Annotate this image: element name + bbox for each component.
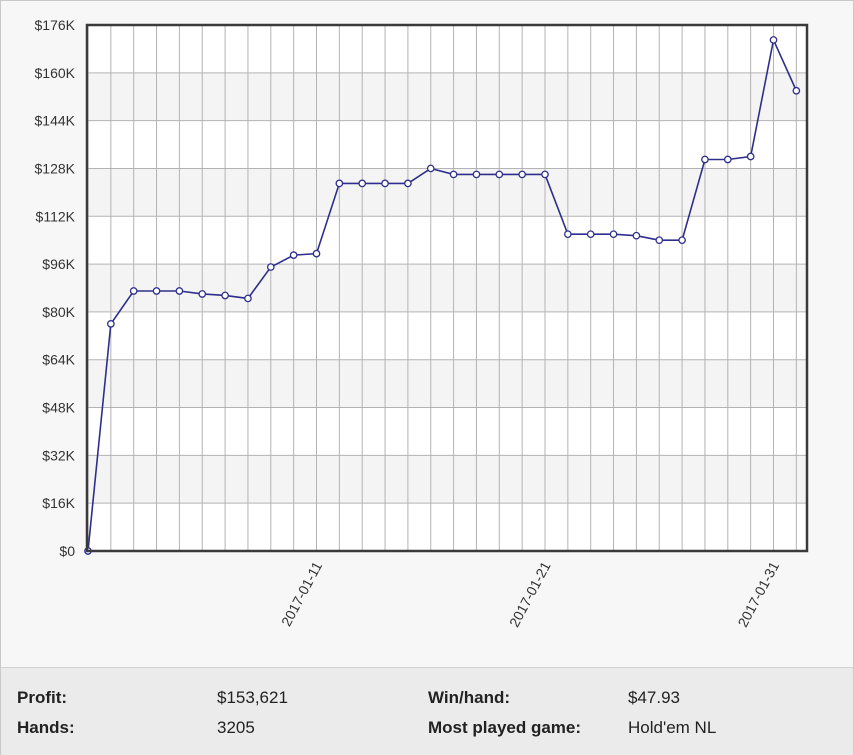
data-point bbox=[404, 179, 412, 188]
data-point bbox=[449, 170, 458, 179]
data-point bbox=[381, 179, 389, 188]
data-point bbox=[632, 231, 641, 240]
y-tick-label: $32K bbox=[42, 447, 75, 463]
y-tick-label: $128K bbox=[35, 160, 76, 176]
plot-frame bbox=[85, 23, 809, 553]
winhand-value: $47.93 bbox=[628, 688, 680, 707]
data-point bbox=[472, 170, 481, 179]
data-point bbox=[723, 155, 732, 164]
most-played-game-label: Most played game: bbox=[428, 718, 582, 737]
profit-line-chart: $0 $16K $32K $48K $64K $80K $96K $112K $128K $144… bbox=[35, 17, 809, 630]
data-point bbox=[678, 236, 686, 245]
most-played-game-value: Hold'em NL bbox=[628, 718, 717, 737]
profit-value: $153,621 bbox=[217, 688, 288, 707]
x-tick-label: 2017-01-31 bbox=[734, 559, 782, 630]
data-point bbox=[335, 179, 344, 188]
data-point bbox=[289, 251, 298, 259]
plot-band bbox=[87, 72, 807, 121]
winhand-label: Win/hand: bbox=[428, 688, 510, 707]
data-point bbox=[266, 263, 275, 271]
data-point bbox=[541, 170, 549, 179]
plot-band bbox=[87, 168, 807, 217]
data-point bbox=[244, 294, 252, 303]
profit-label: Profit: bbox=[17, 688, 68, 707]
data-point bbox=[175, 287, 184, 295]
hands-label: Hands: bbox=[17, 718, 75, 737]
data-point bbox=[609, 230, 618, 239]
data-point bbox=[129, 287, 138, 295]
plot-band bbox=[87, 455, 807, 504]
data-point bbox=[358, 179, 367, 188]
data-point bbox=[586, 230, 595, 239]
hands-value: 3205 bbox=[217, 718, 255, 737]
data-point bbox=[518, 170, 527, 179]
y-tick-label: $112K bbox=[36, 208, 76, 224]
data-point bbox=[221, 291, 229, 300]
data-point bbox=[198, 290, 207, 298]
data-point bbox=[426, 164, 435, 173]
data-point bbox=[701, 155, 709, 164]
y-tick-label: $80K bbox=[42, 304, 75, 320]
y-tick-label: $96K bbox=[42, 256, 75, 272]
y-tick-label: $160K bbox=[35, 65, 76, 81]
data-point bbox=[655, 236, 664, 245]
y-tick-label: $64K bbox=[42, 352, 75, 368]
y-tick-label: $16K bbox=[42, 495, 75, 511]
plot-band bbox=[87, 359, 807, 408]
data-point bbox=[107, 320, 115, 328]
data-point bbox=[495, 170, 504, 179]
data-point bbox=[563, 230, 572, 239]
data-point bbox=[312, 249, 321, 258]
x-tick-label: 2017-01-21 bbox=[506, 559, 554, 630]
y-tick-label: $176K bbox=[35, 17, 76, 33]
data-point bbox=[769, 36, 778, 44]
data-point bbox=[152, 287, 161, 295]
y-tick-label: $48K bbox=[42, 400, 75, 416]
y-tick-label: $144K bbox=[35, 113, 76, 129]
chart-area: $0 $16K $32K $48K $64K $80K $96K $112K $128K $144… bbox=[1, 1, 853, 666]
y-tick-label: $0 bbox=[59, 543, 75, 559]
stats-panel: Profit: $153,621 Win/hand: $47.93 Hands:… bbox=[1, 667, 853, 755]
data-point bbox=[746, 152, 755, 161]
data-point bbox=[792, 86, 801, 95]
x-tick-label: 2017-01-11 bbox=[278, 559, 325, 629]
plot-band bbox=[87, 264, 807, 312]
